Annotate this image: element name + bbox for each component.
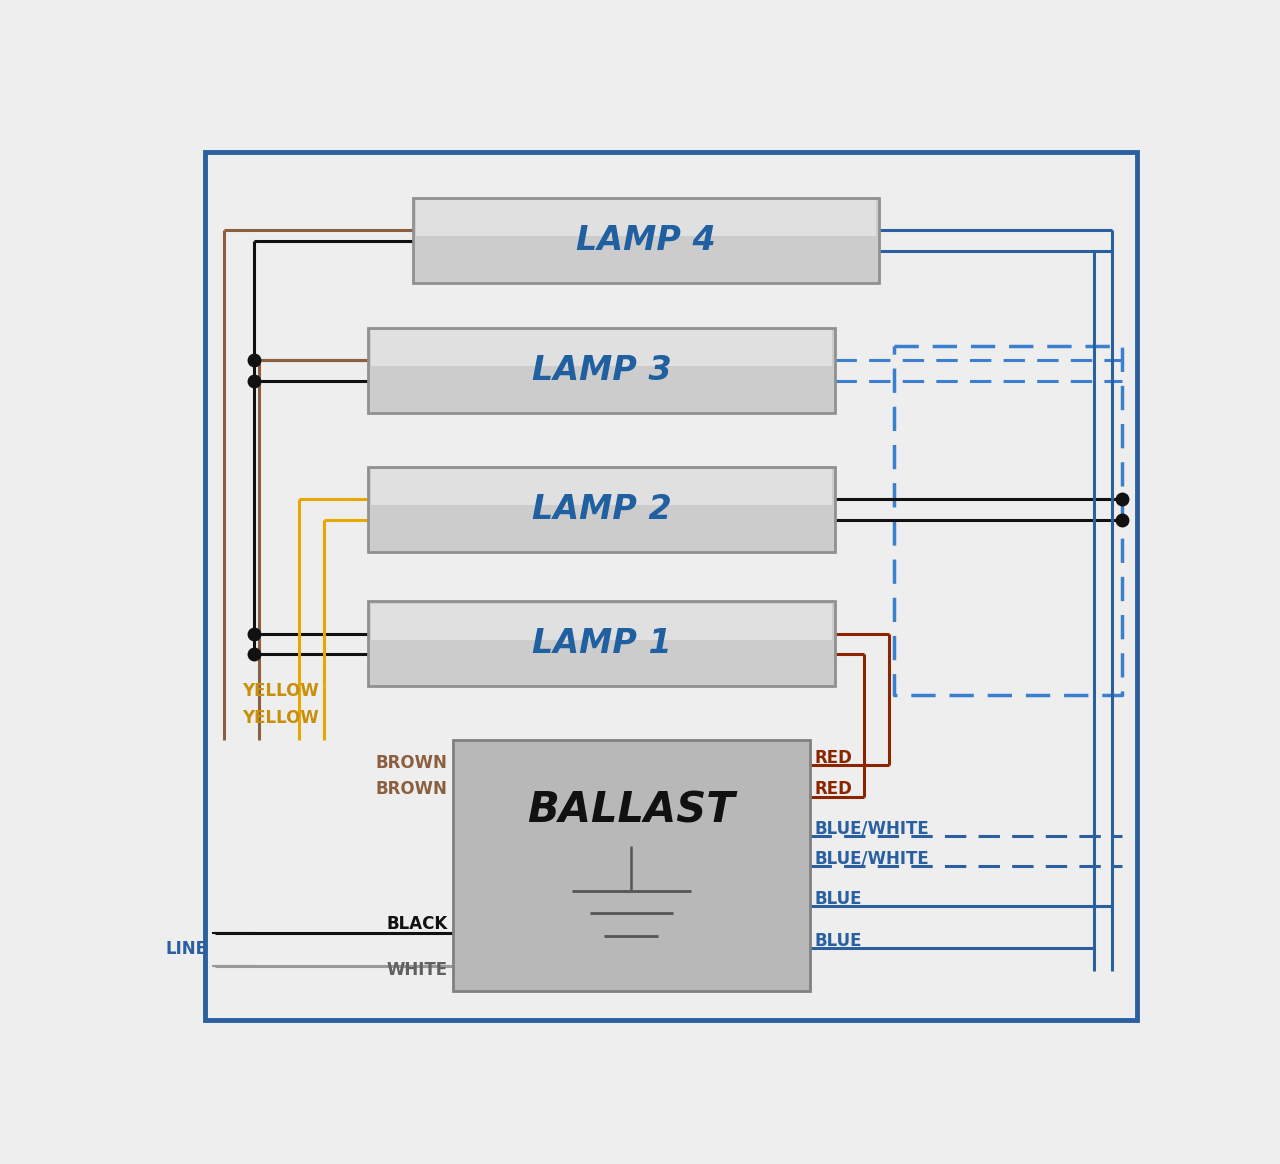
FancyBboxPatch shape <box>413 198 879 283</box>
Text: BALLAST: BALLAST <box>527 789 735 831</box>
Text: YELLOW: YELLOW <box>242 682 319 700</box>
FancyBboxPatch shape <box>369 328 835 413</box>
Text: LAMP 1: LAMP 1 <box>531 627 671 660</box>
FancyBboxPatch shape <box>369 467 835 552</box>
Text: BLUE: BLUE <box>815 889 863 908</box>
Text: RED: RED <box>815 781 852 799</box>
Text: WHITE: WHITE <box>387 960 448 979</box>
FancyBboxPatch shape <box>416 200 877 236</box>
Text: LAMP 3: LAMP 3 <box>531 354 671 386</box>
Text: BLUE: BLUE <box>815 932 863 950</box>
Text: BLUE/WHITE: BLUE/WHITE <box>815 850 929 867</box>
FancyBboxPatch shape <box>371 331 832 367</box>
Text: RED: RED <box>815 750 852 767</box>
FancyBboxPatch shape <box>453 740 810 992</box>
Text: BLACK: BLACK <box>387 915 448 932</box>
Text: LAMP 4: LAMP 4 <box>576 223 716 257</box>
Text: YELLOW: YELLOW <box>242 709 319 726</box>
Text: BROWN: BROWN <box>376 781 448 799</box>
FancyBboxPatch shape <box>371 604 832 639</box>
Text: LINE: LINE <box>165 941 207 958</box>
Text: BROWN: BROWN <box>376 753 448 772</box>
Text: BLUE/WHITE: BLUE/WHITE <box>815 819 929 837</box>
FancyBboxPatch shape <box>371 469 832 505</box>
Text: LAMP 2: LAMP 2 <box>531 492 671 526</box>
FancyBboxPatch shape <box>369 602 835 687</box>
